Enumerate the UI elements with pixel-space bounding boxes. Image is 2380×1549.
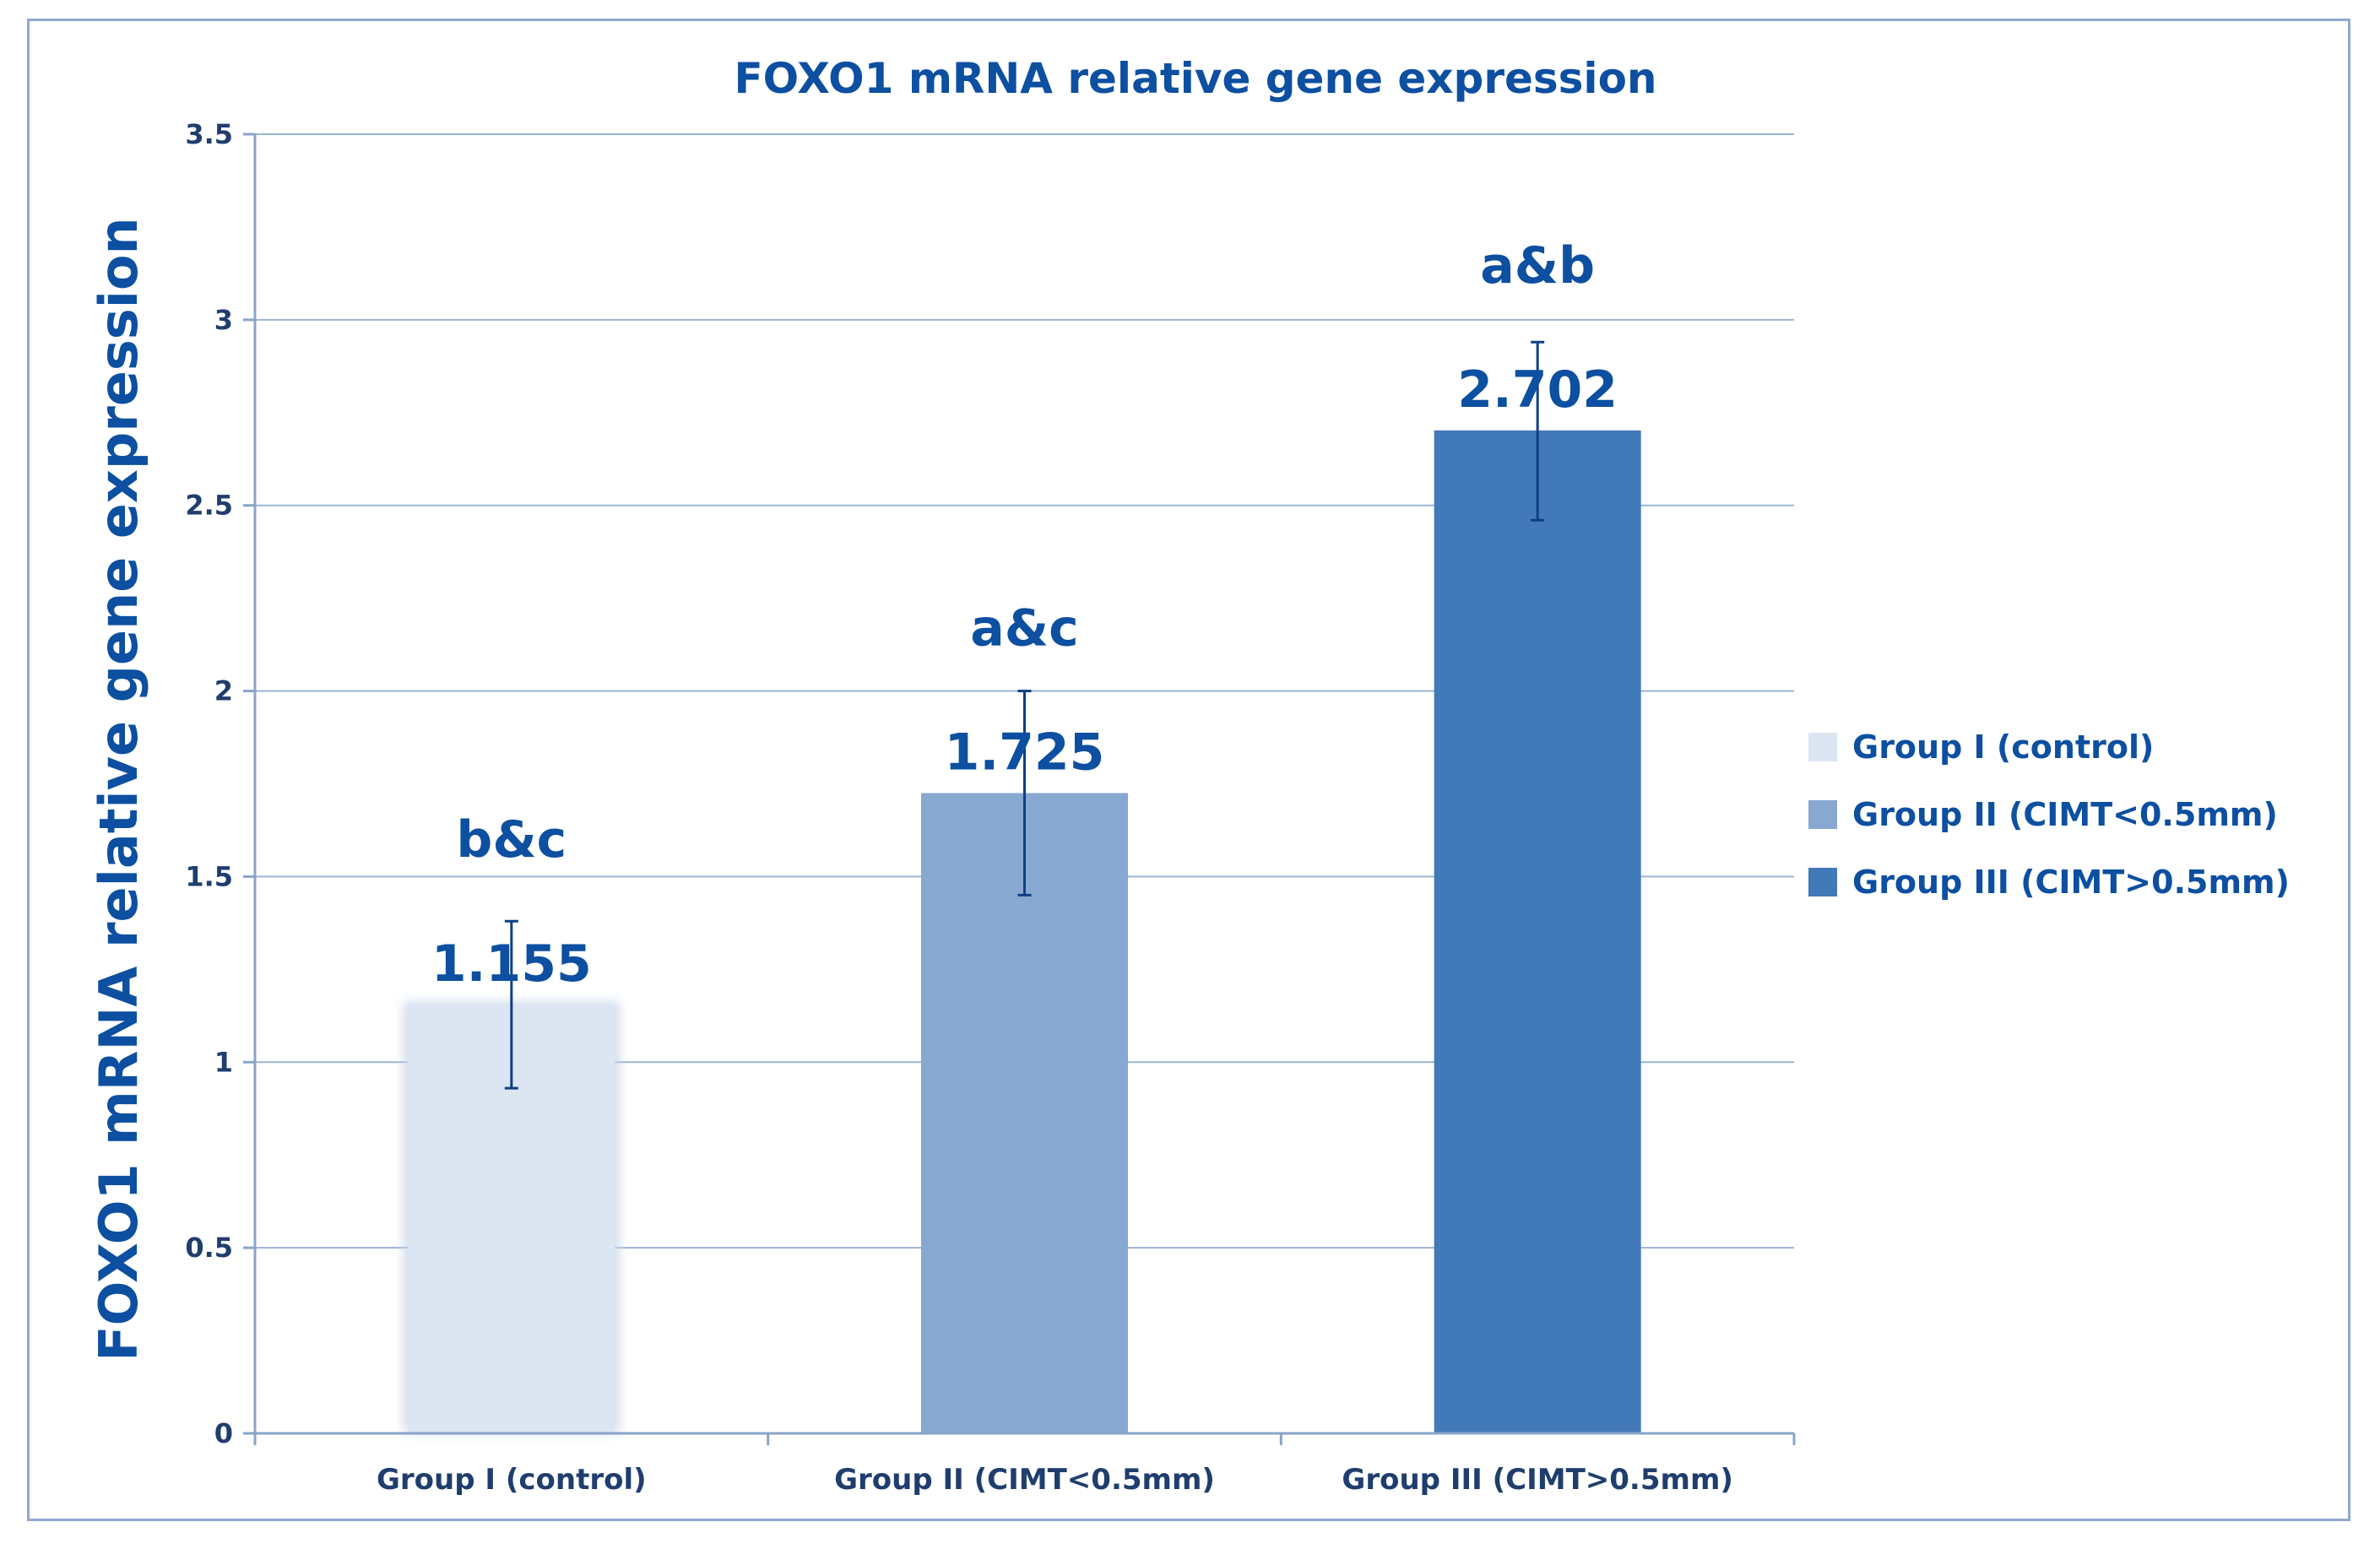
y-tick-label: 0 (214, 1417, 233, 1449)
legend-label: Group II (CIMT<0.5mm) (1852, 796, 2278, 833)
legend-label: Group I (control) (1852, 728, 2154, 766)
bar (1434, 430, 1641, 1434)
significance-label: a&b (1480, 236, 1595, 295)
bars (403, 430, 1641, 1434)
legend-swatch (1808, 800, 1837, 829)
value-label: 2.702 (1457, 360, 1618, 420)
error-bars (504, 340, 1545, 1090)
y-tick-labels: 0 0.5 1 1.5 2 2.5 3 3.5 (185, 118, 233, 1449)
legend: Group I (control) Group II (CIMT<0.5mm) Gr… (1808, 728, 2290, 901)
y-tick-label: 3 (214, 304, 233, 336)
y-tick-label: 2 (214, 675, 233, 707)
data-labels: 1.155 b&c 1.725 a&c 2.702 a&b (431, 236, 1618, 994)
bar (921, 793, 1128, 1433)
value-label: 1.155 (431, 934, 592, 994)
significance-label: b&c (456, 810, 567, 869)
x-tick-labels: Group I (control) Group II (CIMT<0.5mm) Gr… (377, 1463, 1733, 1497)
y-tick-label: 2.5 (185, 490, 233, 522)
value-label: 1.725 (945, 723, 1105, 782)
y-tick-label: 1 (214, 1046, 233, 1078)
x-tick-label: Group II (CIMT<0.5mm) (834, 1463, 1215, 1497)
x-tick-label: Group III (CIMT>0.5mm) (1342, 1463, 1732, 1497)
axes (243, 133, 1796, 1445)
legend-swatch (1808, 868, 1837, 896)
significance-label: a&c (970, 598, 1078, 658)
y-tick-label: 1.5 (185, 860, 233, 892)
y-tick-label: 3.5 (185, 118, 233, 150)
legend-label: Group III (CIMT>0.5mm) (1852, 864, 2290, 901)
y-axis-label: FOXO1 mRNA relative gene expression (88, 217, 149, 1361)
chart-title: FOXO1 mRNA relative gene expression (734, 54, 1656, 103)
y-tick-label: 0.5 (185, 1232, 233, 1264)
legend-swatch (1808, 733, 1837, 761)
x-tick-label: Group I (control) (377, 1463, 647, 1497)
